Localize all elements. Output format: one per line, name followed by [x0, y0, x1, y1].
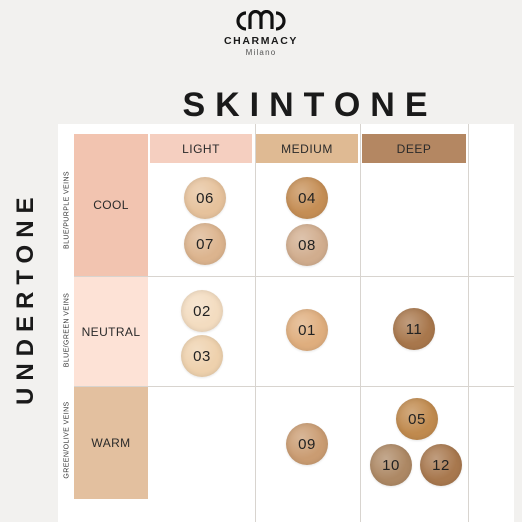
brand-logo: CHARMACY Milano	[0, 10, 522, 57]
shade-swatch-08[interactable]: 08	[286, 224, 328, 266]
grid-line	[74, 386, 514, 387]
grid-line	[255, 124, 256, 522]
shade-swatch-12[interactable]: 12	[420, 444, 462, 486]
column-header-light: LIGHT	[150, 134, 252, 163]
shade-swatch-10[interactable]: 10	[370, 444, 412, 486]
shade-swatch-07[interactable]: 07	[184, 223, 226, 265]
shade-swatch-11[interactable]: 11	[393, 308, 435, 350]
shade-swatch-05[interactable]: 05	[396, 398, 438, 440]
vein-label-warm: GREEN/OLIVE VEINS	[63, 401, 71, 479]
shade-swatch-02[interactable]: 02	[181, 290, 223, 332]
column-header-medium: MEDIUM	[256, 134, 358, 163]
brand-name: CHARMACY	[223, 35, 299, 47]
row-header-neutral: NEUTRAL	[74, 277, 148, 386]
grid-line	[468, 124, 469, 522]
brand-city: Milano	[245, 48, 277, 57]
shade-swatch-01[interactable]: 01	[286, 309, 328, 351]
brand-mark-icon	[236, 10, 286, 31]
grid-line	[360, 124, 361, 522]
page-title: SKINTONE	[182, 86, 438, 124]
shade-swatch-09[interactable]: 09	[286, 423, 328, 465]
grid-line	[74, 276, 514, 277]
shade-swatch-04[interactable]: 04	[286, 177, 328, 219]
vein-label-cool: BLUE/PURPLE VEINS	[63, 171, 71, 249]
vein-label-neutral: BLUE/GREEN VEINS	[63, 292, 71, 368]
shade-swatch-06[interactable]: 06	[184, 177, 226, 219]
side-title: UNDERTONE	[12, 190, 39, 405]
row-header-warm: WARM	[74, 387, 148, 499]
shade-swatch-03[interactable]: 03	[181, 335, 223, 377]
row-header-cool: COOL	[74, 134, 148, 276]
column-header-deep: DEEP	[362, 134, 466, 163]
